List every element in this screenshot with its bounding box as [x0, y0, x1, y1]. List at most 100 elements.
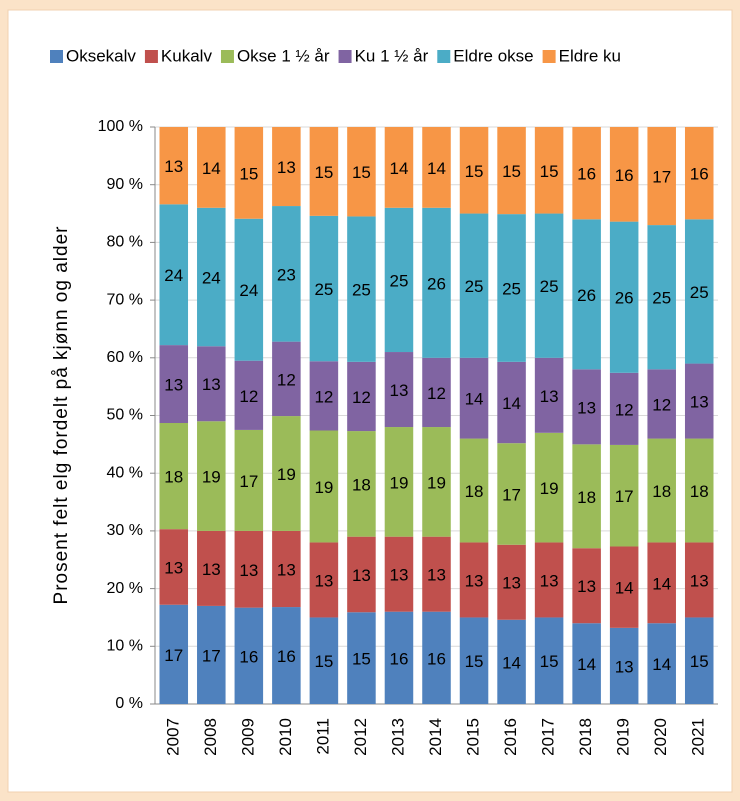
data-label: 14 — [502, 653, 521, 672]
data-label: 13 — [690, 393, 709, 412]
bar-segment — [159, 204, 189, 346]
data-label: 18 — [164, 468, 183, 487]
bar-segment — [384, 427, 414, 537]
data-label: 13 — [352, 566, 371, 585]
bar-segment — [609, 627, 639, 704]
bar-segment — [459, 213, 489, 358]
bar-segment — [459, 438, 489, 543]
legend-label: Oksekalv — [66, 46, 136, 65]
bar-segment — [459, 127, 489, 214]
y-tick-label: 60 % — [107, 349, 143, 366]
bar-segment — [459, 617, 489, 704]
bar-segment — [609, 221, 639, 373]
data-label: 13 — [502, 574, 521, 593]
data-label: 15 — [465, 652, 484, 671]
bar-segment — [347, 127, 376, 217]
data-label: 13 — [202, 375, 221, 394]
bar-segment — [647, 438, 676, 543]
data-label: 24 — [239, 281, 258, 300]
data-label: 18 — [465, 482, 484, 501]
x-tick-label: 2012 — [351, 718, 370, 756]
x-tick-label: 2007 — [163, 718, 182, 756]
bar-segment — [159, 529, 189, 605]
bar-segment — [159, 423, 189, 530]
bar-segment — [497, 443, 526, 545]
legend-swatch — [220, 50, 234, 63]
data-label: 24 — [164, 266, 183, 285]
y-axis-title: Prosent felt elg fordelt på kjønn og ald… — [51, 226, 72, 605]
bar-segment — [647, 369, 676, 439]
x-tick-label: 2020 — [651, 718, 670, 756]
bar-segment — [384, 352, 414, 428]
bar-segment — [234, 429, 264, 531]
data-label: 16 — [390, 649, 409, 668]
bar-segment — [684, 542, 714, 618]
bar-segment — [347, 612, 376, 704]
bar-segment — [272, 127, 301, 207]
bar-segment — [234, 218, 264, 361]
bar-segment — [272, 607, 301, 704]
data-label: 16 — [239, 647, 258, 666]
legend-swatch — [437, 50, 451, 63]
y-tick-label: 10 % — [107, 638, 143, 655]
bar-segment — [647, 225, 676, 370]
data-label: 13 — [202, 560, 221, 579]
x-tick-label: 2011 — [313, 718, 332, 755]
bar-segment — [159, 345, 189, 424]
data-label: 25 — [540, 277, 559, 296]
data-label: 23 — [277, 265, 296, 284]
x-tick-label: 2014 — [426, 718, 445, 756]
legend-swatch — [542, 50, 556, 63]
data-label: 25 — [465, 277, 484, 296]
bar-segment — [647, 623, 676, 704]
bar-segment — [234, 360, 264, 430]
bar-segment — [309, 215, 339, 362]
bar-segment — [647, 127, 676, 226]
data-label: 13 — [615, 657, 634, 676]
bar-segment — [422, 536, 451, 612]
y-tick-label: 40 % — [107, 464, 143, 481]
bar-segment — [234, 127, 264, 219]
data-label: 12 — [352, 388, 371, 407]
bar-segment — [684, 127, 714, 220]
bar-segment — [347, 216, 376, 362]
data-label: 14 — [390, 159, 409, 178]
bar-segment — [572, 548, 601, 624]
data-label: 17 — [202, 646, 221, 665]
x-tick-label: 2019 — [614, 718, 633, 756]
bar-segment — [684, 219, 714, 364]
data-label: 18 — [652, 482, 671, 501]
legend-swatch — [50, 50, 63, 63]
data-label: 25 — [352, 281, 371, 300]
bar-segment — [384, 207, 414, 353]
x-tick-label: 2015 — [464, 718, 483, 756]
y-tick-label: 0 % — [115, 695, 143, 712]
bar-segment — [497, 619, 526, 704]
bar-segment — [347, 536, 376, 613]
bar-segment — [347, 361, 376, 432]
bar-segment — [684, 363, 714, 439]
data-label: 13 — [239, 561, 258, 580]
data-label: 13 — [277, 158, 296, 177]
data-label: 19 — [540, 479, 559, 498]
x-tick-label: 2013 — [388, 718, 407, 756]
data-label: 25 — [690, 283, 709, 302]
bar-segment — [197, 346, 226, 422]
data-label: 13 — [577, 577, 596, 596]
x-tick-label: 2009 — [238, 718, 257, 756]
bar-segment — [272, 341, 301, 417]
bar-segment — [309, 127, 339, 216]
data-label: 24 — [202, 269, 221, 288]
legend-label: Okse 1 ½ år — [237, 46, 330, 65]
bar-segment — [572, 369, 601, 445]
data-label: 12 — [239, 387, 258, 406]
bar-segment — [234, 530, 264, 608]
data-label: 13 — [164, 376, 183, 395]
data-label: 15 — [540, 162, 559, 181]
data-label: 26 — [577, 286, 596, 305]
bar-segment — [459, 542, 489, 618]
bar-segment — [497, 544, 526, 620]
data-label: 13 — [390, 566, 409, 585]
data-label: 19 — [390, 473, 409, 492]
data-label: 13 — [540, 387, 559, 406]
